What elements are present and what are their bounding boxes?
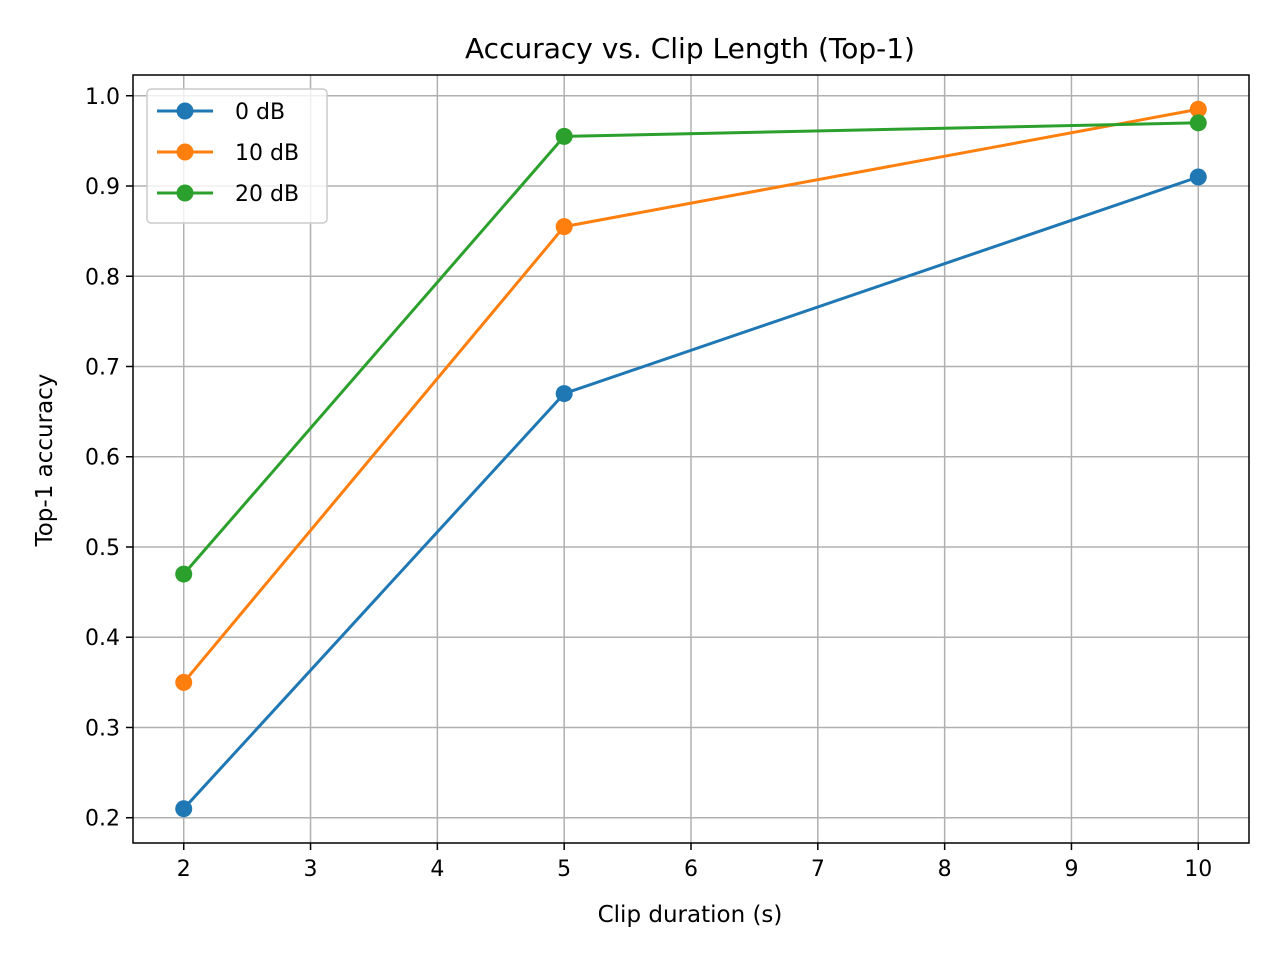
legend-label: 10 dB [235, 141, 299, 166]
y-tick-label: 0.4 [85, 626, 120, 651]
data-point [1189, 100, 1207, 118]
legend-label: 0 dB [235, 100, 285, 125]
y-tick-label: 0.3 [85, 716, 120, 741]
legend: 0 dB 10 dB 20 dB [146, 88, 328, 224]
data-point [1189, 114, 1207, 132]
legend-marker [176, 143, 194, 161]
data-point [555, 385, 573, 403]
series-layer [175, 100, 1207, 818]
y-axis-label: Top-1 accuracy [32, 374, 58, 548]
y-tick-label: 1.0 [85, 85, 120, 110]
chart-title: Accuracy vs. Clip Length (Top-1) [465, 32, 915, 65]
x-tick-label: 7 [811, 857, 825, 882]
data-point [175, 673, 193, 691]
x-axis-label: Clip duration (s) [598, 902, 783, 928]
legend-marker [176, 102, 194, 120]
x-tick-label: 2 [177, 857, 191, 882]
y-tick-label: 0.6 [85, 446, 120, 471]
x-tick-label: 8 [938, 857, 952, 882]
y-tick-label: 0.2 [85, 807, 120, 832]
y-axis-ticks: 0.2 0.3 0.4 0.5 0.6 0.7 0.8 0.9 1.0 [85, 85, 133, 832]
data-point [555, 127, 573, 145]
x-tick-label: 9 [1064, 857, 1078, 882]
x-tick-label: 4 [430, 857, 444, 882]
data-point [175, 565, 193, 583]
grid-lines [133, 75, 1249, 843]
y-tick-label: 0.7 [85, 355, 120, 380]
y-tick-label: 0.9 [85, 175, 120, 200]
data-point [555, 218, 573, 236]
data-point [175, 800, 193, 818]
x-tick-label: 6 [684, 857, 698, 882]
x-tick-label: 10 [1184, 857, 1212, 882]
legend-marker [176, 184, 194, 202]
x-tick-label: 5 [557, 857, 571, 882]
legend-label: 20 dB [235, 182, 299, 207]
x-tick-label: 3 [304, 857, 318, 882]
x-axis-ticks: 2 3 4 5 6 7 8 9 10 [177, 843, 1212, 882]
data-point [1189, 168, 1207, 186]
y-tick-label: 0.5 [85, 536, 120, 561]
y-tick-label: 0.8 [85, 265, 120, 290]
